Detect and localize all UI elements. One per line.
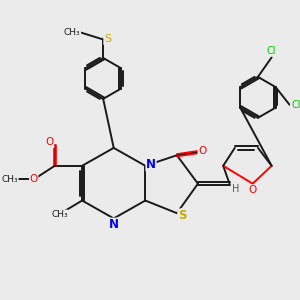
Text: CH₃: CH₃ [2, 175, 18, 184]
Text: CH₃: CH₃ [51, 210, 68, 219]
Text: O: O [249, 185, 257, 195]
Text: O: O [46, 137, 54, 148]
Text: N: N [109, 218, 119, 231]
Text: O: O [30, 175, 38, 184]
Text: N: N [146, 158, 156, 171]
Text: O: O [198, 146, 206, 156]
Text: S: S [104, 34, 111, 44]
Text: H: H [232, 184, 239, 194]
Text: Cl: Cl [267, 46, 276, 56]
Text: S: S [178, 209, 186, 222]
Text: Cl: Cl [291, 100, 300, 110]
Text: CH₃: CH₃ [64, 28, 81, 37]
